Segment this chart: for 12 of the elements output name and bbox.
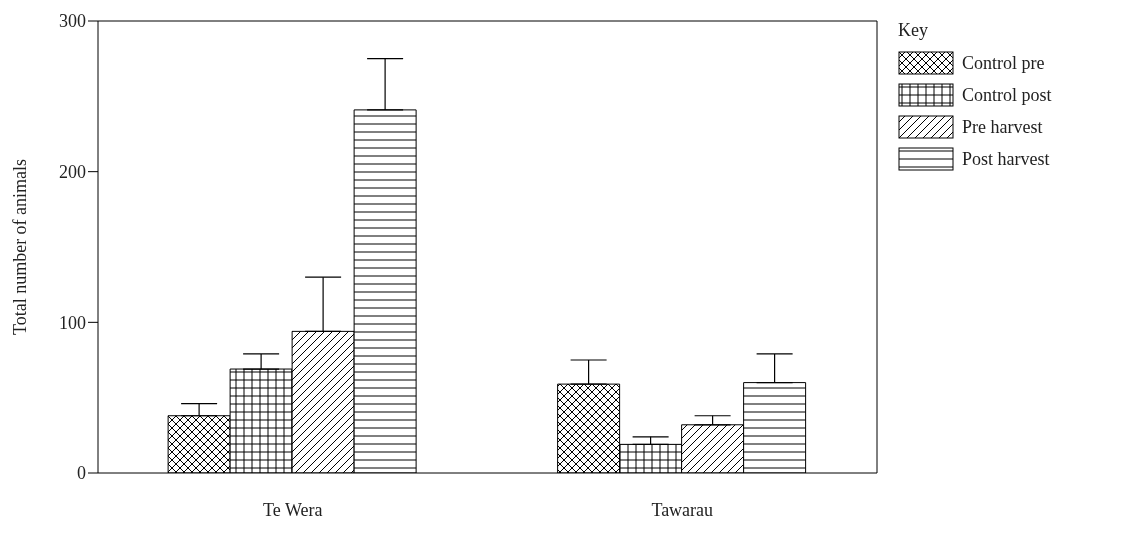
y-tick-label: 100: [59, 312, 86, 333]
x-tick-label: Te Wera: [263, 499, 323, 520]
legend-label: Control pre: [962, 52, 1045, 74]
legend-label: Pre harvest: [962, 116, 1043, 138]
x-tick-label: Tawarau: [651, 499, 714, 520]
legend-label: Post harvest: [962, 148, 1050, 170]
legend-title: Key: [898, 20, 929, 41]
y-tick-label: 0: [77, 463, 86, 484]
legend-label: Control post: [962, 84, 1052, 106]
y-tick-label: 300: [59, 11, 86, 32]
y-axis-title: Total number of animals: [10, 158, 31, 336]
y-tick-label: 200: [59, 162, 86, 183]
